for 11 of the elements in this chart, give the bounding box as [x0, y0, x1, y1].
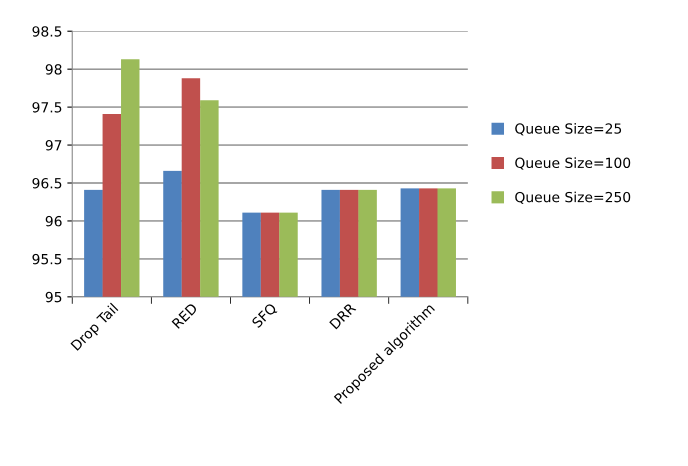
legend-label: Queue Size=100: [515, 157, 630, 170]
y-tick-label: 95: [46, 292, 62, 302]
y-tick-label: 95.5: [32, 254, 62, 264]
y-tick-label: 97.5: [32, 102, 62, 113]
y-tick-label: 96.5: [32, 178, 62, 188]
y-tick-label: 96: [46, 216, 62, 226]
y-tick-label: 98.5: [32, 26, 62, 37]
y-tick-label: 97: [46, 140, 62, 151]
legend-label: Queue Size=25: [515, 123, 622, 136]
y-tick-label: 98: [46, 64, 62, 75]
legend-label: Queue Size=250: [515, 192, 630, 204]
